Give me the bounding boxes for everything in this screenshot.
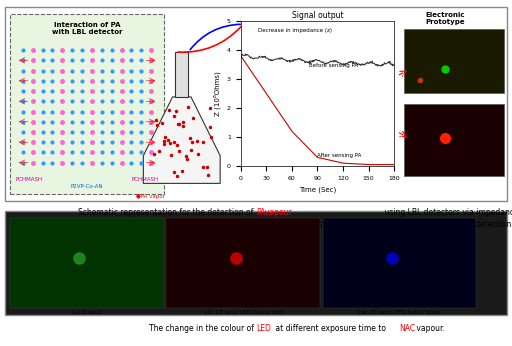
Text: ●PA vapor: ●PA vapor [136,194,165,199]
FancyBboxPatch shape [166,218,320,308]
Text: using LBL detectors via impedance: using LBL detectors via impedance [382,208,512,217]
Text: ) measurements and the electronic prototype for visual detection of such chemica: ) measurements and the electronic protot… [260,220,512,229]
Text: at different exposure time to: at different exposure time to [273,324,388,333]
Text: After sensing PA: After sensing PA [317,153,362,158]
Text: Electronic
Prototype: Electronic Prototype [425,12,465,25]
Text: Before sensing PA: Before sensing PA [309,63,358,68]
FancyBboxPatch shape [404,104,504,176]
Text: vapour.: vapour. [414,324,444,333]
FancyBboxPatch shape [10,218,164,308]
Text: (at 0 sec): (at 0 sec) [72,310,102,315]
Text: PAvapour: PAvapour [256,208,292,217]
FancyBboxPatch shape [5,211,507,315]
FancyBboxPatch shape [323,218,476,308]
Text: NAC: NAC [399,324,415,333]
Text: PCHMASH: PCHMASH [15,177,42,182]
Text: (: ( [253,220,256,229]
Text: Decrease in impedance (z): Decrease in impedance (z) [258,28,332,33]
FancyBboxPatch shape [5,7,507,201]
FancyBboxPatch shape [10,14,164,194]
Text: P2VP-Co-AN: P2VP-Co-AN [71,184,103,189]
Title: Signal output: Signal output [292,11,343,20]
Y-axis label: Z (10⁶Ohms): Z (10⁶Ohms) [214,71,221,116]
Text: (at 10 sec) LED turns red: (at 10 sec) LED turns red [204,310,283,315]
Text: (at 20 sec) LED turns blue: (at 20 sec) LED turns blue [358,310,440,315]
Text: PCHMASH: PCHMASH [132,177,159,182]
Text: Z: Z [256,220,261,229]
X-axis label: Time (Sec): Time (Sec) [299,186,336,193]
Text: LED: LED [256,324,271,333]
FancyBboxPatch shape [404,29,504,93]
Polygon shape [143,97,220,183]
Text: Schematic representation for the detection of: Schematic representation for the detecti… [78,208,256,217]
Text: The change in the colour of: The change in the colour of [148,324,256,333]
Text: Interaction of PA
with LBL detector: Interaction of PA with LBL detector [52,22,122,36]
Polygon shape [175,52,188,97]
